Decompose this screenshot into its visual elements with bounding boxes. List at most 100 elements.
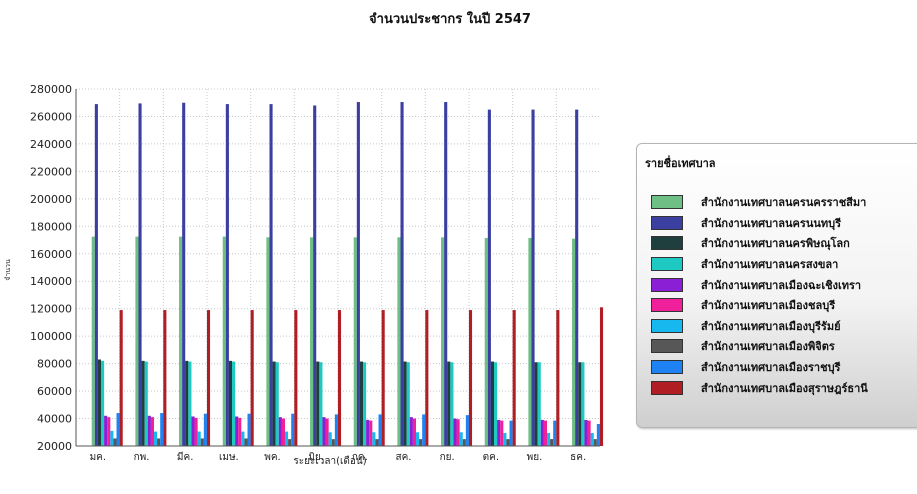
legend-item: สำนักงานเทศบาลเมืองพิจิตร <box>651 336 868 357</box>
bar-series-1 <box>441 237 445 446</box>
chart-title: จำนวนประชากร ในปี 2547 <box>369 12 531 27</box>
bar-series-9 <box>596 424 600 446</box>
y-tick-label: 40000 <box>37 413 72 426</box>
bar-series-4 <box>581 362 585 446</box>
legend-swatch <box>651 195 683 210</box>
bar-series-4 <box>363 362 367 446</box>
bar-series-8 <box>244 438 248 446</box>
legend-swatch <box>651 380 683 395</box>
y-axis-label: จำนวน <box>4 259 12 281</box>
y-tick-label: 240000 <box>30 138 72 151</box>
x-tick-label: กพ. <box>134 452 150 463</box>
bar-series-7 <box>372 432 376 446</box>
legend-label: สำนักงานเทศบาลเมืองสุราษฎร์ธานี <box>701 381 868 395</box>
bar-series-8 <box>200 438 204 446</box>
x-tick-labels: มค. กพ. มีค. เมษ. พค. มิย. กค. สค. กย. ตค. พย. ธค. <box>90 451 587 463</box>
bar-series-6 <box>543 420 547 446</box>
bar-series-7 <box>415 432 420 446</box>
bar-series-2 <box>487 109 491 446</box>
bar-series-3 <box>359 361 364 446</box>
bar-series-5 <box>409 417 413 446</box>
legend-swatch <box>651 236 683 251</box>
x-tick-label: มิย. <box>308 452 324 463</box>
legend-label: สำนักงานเทศบาลเมืองบุรีรัมย์ <box>701 319 841 333</box>
bar-series-9 <box>553 420 557 446</box>
x-tick-label: พย. <box>527 452 543 463</box>
legend-label: สำนักงานเทศบาลนครพิษณุโลก <box>701 237 850 251</box>
bar-series-5 <box>366 419 370 446</box>
bar-series-8 <box>506 439 510 446</box>
y-tick-label: 100000 <box>30 330 72 343</box>
legend-swatch <box>651 298 683 313</box>
bar-series-4 <box>537 362 541 446</box>
bar-series-2 <box>356 102 360 446</box>
legend-item: สำนักงานเทศบาลเมืองราชบุรี <box>651 357 868 378</box>
y-tick-label: 200000 <box>30 193 72 206</box>
bar-series-5 <box>584 419 588 446</box>
bar-series-10 <box>337 310 342 446</box>
bar-series-1 <box>91 236 95 446</box>
bar-series-4 <box>319 362 323 446</box>
bar-series-6 <box>107 417 111 446</box>
legend-swatch <box>651 277 683 292</box>
legend-swatch <box>651 215 683 230</box>
bar-series-2 <box>313 105 317 446</box>
y-tick-label: 260000 <box>30 110 72 123</box>
bar-series-1 <box>397 237 401 446</box>
y-tick-label: 140000 <box>30 275 72 288</box>
bar-series-8 <box>288 439 292 446</box>
y-tick-label: 160000 <box>30 248 72 261</box>
bar-series-3 <box>490 361 495 446</box>
bar-series-10 <box>294 310 298 446</box>
legend-title: รายชื่อเทศบาล <box>645 157 716 170</box>
legend-item: สำนักงานเทศบาลเมืองฉะเชิงเทรา <box>651 274 868 295</box>
bar-series-2 <box>531 109 535 446</box>
bar-series-10 <box>556 310 560 446</box>
bar-series-4 <box>101 360 105 446</box>
bar-series-7 <box>197 431 201 446</box>
bar-series-10 <box>163 310 167 446</box>
bar-series-5 <box>235 416 239 446</box>
bar-series-1 <box>222 236 226 446</box>
bar-series-3 <box>141 360 145 446</box>
bar-series-9 <box>203 413 207 446</box>
bar-series-6 <box>369 420 373 446</box>
bar-series-8 <box>157 438 161 446</box>
bar-series-10 <box>425 310 429 446</box>
bar-series-7 <box>110 430 114 446</box>
bar-series-3 <box>447 361 451 446</box>
bar-series-7 <box>590 432 594 446</box>
bar-series-2 <box>182 102 186 446</box>
legend-label: สำนักงานเทศบาลเมืองพิจิตร <box>701 340 835 354</box>
y-tick-label: 60000 <box>37 385 72 398</box>
bar-series-5 <box>497 419 501 446</box>
legend-swatch <box>651 339 683 354</box>
legend-item: สำนักงานเทศบาลนครนครราชสีมา <box>651 192 868 213</box>
legend: รายชื่อเทศบาล สำนักงานเทศบาลนครนครราชสีม… <box>636 143 917 428</box>
bar-series-4 <box>494 362 498 446</box>
bar-series-7 <box>546 432 551 446</box>
bar-series-6 <box>325 418 329 446</box>
y-tick-label: 80000 <box>37 358 72 371</box>
bar-series-2 <box>575 109 579 446</box>
bar-series-1 <box>484 237 488 446</box>
bar-series-10 <box>119 310 123 446</box>
bar-series-9 <box>378 414 382 446</box>
bar-series-6 <box>281 418 285 446</box>
bar-series-2 <box>94 104 98 446</box>
bar-series-5 <box>322 417 326 446</box>
bar-series-8 <box>550 439 554 446</box>
y-tick-label: 180000 <box>30 220 72 233</box>
bar-series-7 <box>284 431 289 446</box>
bar-series-5 <box>147 415 151 446</box>
bar-series-8 <box>462 439 466 446</box>
bar-series-8 <box>419 439 423 446</box>
bar-series-6 <box>412 418 416 446</box>
y-tick-label: 220000 <box>30 165 72 178</box>
legend-label: สำนักงานเทศบาลนครนครราชสีมา <box>701 196 867 210</box>
x-tick-label: พค. <box>264 452 280 463</box>
bar-series-9 <box>291 413 295 446</box>
bar-series-6 <box>456 419 460 446</box>
bar-series-3 <box>578 362 582 446</box>
bar-series-3 <box>228 360 233 446</box>
